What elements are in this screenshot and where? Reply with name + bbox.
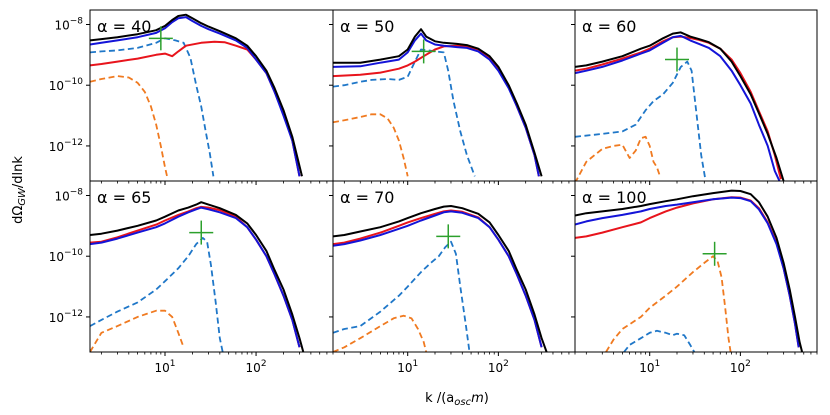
y-tick-label: 10−8 [54, 187, 83, 203]
series-line-dashed-orange [90, 75, 169, 180]
series-line-black [333, 28, 543, 177]
panel-series-group [333, 28, 543, 177]
series-line-dashed-blue [90, 237, 224, 352]
tick-exponent: 1 [412, 359, 418, 369]
tick-base: 10 [49, 311, 64, 325]
panel-series-group [575, 189, 804, 352]
y-tick-label: 10−12 [49, 138, 83, 154]
x-axis-title: k /(aoscm) [425, 391, 489, 408]
series-line-black [575, 31, 785, 181]
marker-cross [436, 224, 461, 249]
tick-exponent: 1 [654, 359, 660, 369]
series-line-red [90, 40, 301, 177]
panel-label: α = 70 [340, 188, 394, 207]
panel-3: α = 60 [571, 9, 818, 185]
series-line-dashed-orange [575, 135, 661, 181]
marker-cross [189, 220, 214, 245]
y-axis-title-rest: /dlnk [11, 156, 26, 188]
tick-base: 10 [54, 189, 69, 203]
y-tick-label: 10−10 [49, 248, 84, 264]
y-tick-label: 10−8 [54, 16, 83, 32]
marker-cross [148, 26, 173, 51]
tick-exponent: −8 [70, 16, 84, 26]
series-line-dashed-orange [605, 255, 732, 352]
x-tick-label: 102 [488, 359, 509, 375]
y-tick-label: 10−10 [49, 77, 84, 93]
x-axis-title-sub: osc [454, 397, 471, 408]
tick-exponent: 2 [745, 359, 751, 369]
tick-exponent: 1 [170, 359, 176, 369]
panel-label: α = 40 [97, 17, 151, 36]
tick-base: 10 [397, 361, 412, 375]
y-axis-title-sub: GW [17, 187, 28, 206]
panel-2: α = 50 [329, 9, 576, 185]
tick-exponent: −10 [64, 248, 83, 258]
series-line-dashed-blue [90, 37, 215, 177]
series-line-black [90, 201, 305, 352]
series-line-dashed-orange [90, 309, 185, 352]
y-tick-label: 10−12 [49, 309, 83, 325]
tick-base: 10 [49, 250, 64, 264]
panel-series-group [333, 205, 548, 352]
tick-base: 10 [246, 361, 261, 375]
panel-series-group [575, 31, 785, 181]
tick-exponent: 2 [261, 359, 267, 369]
x-axis-title-close: ) [484, 391, 489, 406]
panel-series-group [90, 13, 303, 180]
series-line-dashed-blue [333, 240, 471, 352]
x-tick-label: 102 [730, 359, 751, 375]
series-line-black [90, 13, 303, 177]
marker-cross [702, 241, 727, 266]
series-line-black [575, 189, 804, 352]
series-line-blue [90, 16, 301, 177]
series-line-red [90, 205, 301, 348]
series-line-dashed-orange [333, 113, 409, 177]
series-line-red [575, 35, 782, 180]
panel-series-group [90, 201, 305, 352]
panel-label: α = 50 [340, 17, 394, 36]
tick-base: 10 [639, 361, 654, 375]
y-axis-title: dΩGW/dlnk [11, 156, 28, 224]
tick-base: 10 [54, 18, 69, 32]
panel-label: α = 60 [582, 17, 636, 36]
tick-base: 10 [155, 361, 170, 375]
tick-base: 10 [488, 361, 503, 375]
series-line-blue [575, 34, 781, 181]
series-line-black [333, 205, 548, 352]
x-axis-title-k: k /(a [425, 391, 454, 406]
series-line-blue [575, 196, 800, 348]
tick-base: 10 [730, 361, 745, 375]
marker-cross [411, 39, 436, 64]
panel-frame [574, 180, 818, 353]
tick-exponent: −8 [70, 187, 84, 197]
x-tick-label: 102 [246, 359, 267, 375]
series-line-blue [333, 210, 543, 348]
series-line-dashed-blue [575, 60, 707, 180]
tick-exponent: −12 [64, 309, 83, 319]
series-line-blue [333, 32, 540, 177]
x-tick-label: 101 [639, 359, 660, 375]
tick-base: 10 [49, 79, 64, 93]
tick-exponent: 2 [503, 359, 509, 369]
y-axis-title-d: dΩ [11, 206, 26, 224]
tick-exponent: −10 [64, 77, 83, 87]
panel-label: α = 100 [582, 188, 647, 207]
tick-exponent: −12 [64, 138, 83, 148]
series-line-dashed-blue [623, 329, 696, 352]
marker-cross [664, 47, 689, 72]
series-line-blue [90, 206, 301, 348]
panel-label: α = 65 [97, 188, 151, 207]
x-axis-title-m: m [471, 391, 484, 406]
x-tick-label: 101 [397, 359, 418, 375]
x-tick-label: 101 [155, 359, 176, 375]
tick-base: 10 [49, 140, 64, 154]
series-line-dashed-orange [333, 314, 428, 352]
series-line-dashed-blue [333, 48, 476, 177]
